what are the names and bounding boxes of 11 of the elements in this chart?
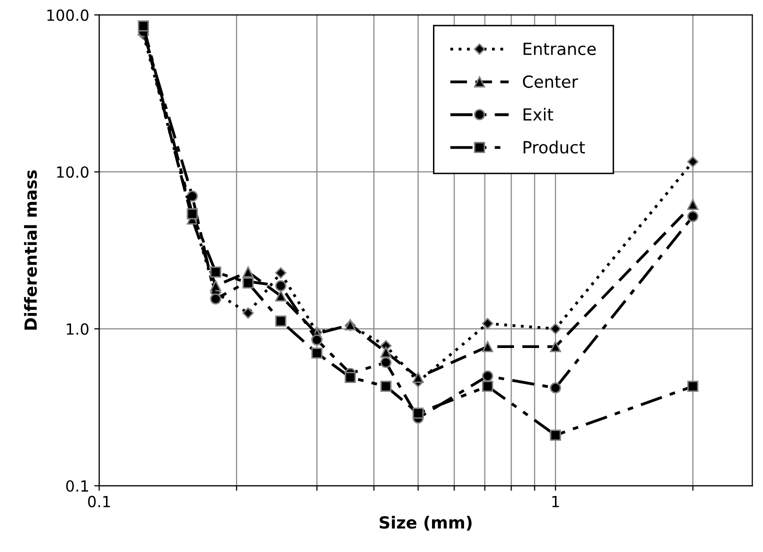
legend-label: Product xyxy=(524,140,585,154)
legend-label: Entrance xyxy=(524,42,596,56)
y-tick-label: 100.0 xyxy=(47,9,88,21)
legend-label: Exit xyxy=(524,108,554,121)
y-tick-label: 1.0 xyxy=(66,323,88,335)
y-tick-label: 0.1 xyxy=(66,480,88,492)
y-tick-label: 10.0 xyxy=(57,166,88,178)
x-tick-label: 1 xyxy=(552,496,559,508)
legend-label: Center xyxy=(522,75,578,88)
y-axis-title: Differential mass xyxy=(24,170,37,330)
x-axis-title: Size (mm) xyxy=(380,516,472,531)
